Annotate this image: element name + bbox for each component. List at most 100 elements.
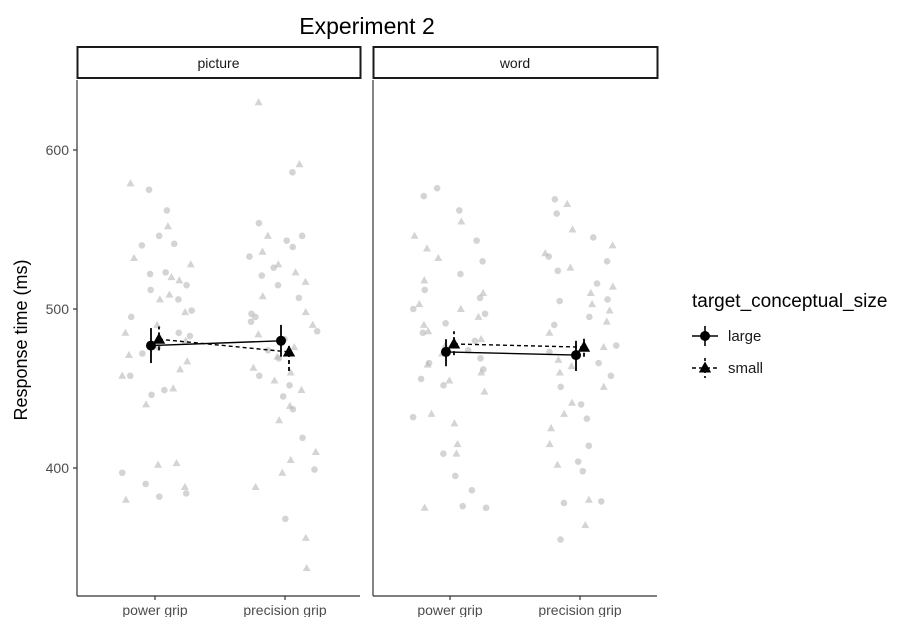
y-tick-label: 500: [46, 301, 70, 317]
raw-point-large: [138, 242, 146, 249]
raw-point-small: [169, 384, 178, 392]
raw-point-large: [550, 321, 558, 329]
raw-point-large: [258, 272, 266, 279]
raw-point-small: [181, 307, 190, 316]
raw-point-large: [586, 313, 593, 321]
mean-point-large: [571, 350, 581, 361]
raw-point-large: [556, 297, 563, 305]
raw-point-small: [311, 447, 320, 456]
raw-point-large: [456, 207, 463, 214]
raw-point-large: [557, 536, 564, 543]
y-axis-label: Response time (ms): [11, 259, 31, 420]
facet-label: picture: [197, 55, 239, 71]
raw-point-large: [457, 270, 464, 278]
x-tick-label: power grip: [417, 602, 483, 617]
raw-point-large: [247, 318, 255, 326]
panels: picture 400 500 600 power grip precision grip…: [46, 46, 659, 617]
raw-point-large: [155, 232, 163, 240]
raw-point-small: [423, 244, 432, 252]
raw-point-small: [275, 416, 284, 424]
raw-point-large: [188, 307, 195, 314]
raw-point-small: [297, 385, 306, 394]
raw-point-small: [258, 247, 267, 255]
raw-point-small: [251, 482, 260, 491]
raw-point-large: [440, 382, 447, 389]
raw-point-large: [607, 372, 615, 380]
raw-point-small: [186, 260, 195, 268]
raw-point-small: [479, 288, 488, 297]
raw-point-small: [453, 439, 462, 448]
raw-point-large: [142, 480, 149, 488]
raw-point-large: [551, 195, 559, 203]
panel-picture: picture 400 500 600 power grip precision grip: [46, 46, 362, 617]
raw-point-small: [155, 295, 164, 303]
raw-point-small: [581, 521, 590, 529]
raw-point-large: [289, 243, 297, 251]
raw-point-large: [118, 469, 126, 477]
raw-point-large: [146, 270, 154, 278]
legend-entry-small: small: [692, 358, 763, 378]
raw-point-small: [423, 360, 432, 368]
raw-point-small: [258, 292, 267, 300]
legend-label: small: [728, 360, 763, 377]
raw-point-small: [584, 495, 593, 503]
facet-strip: [76, 46, 362, 79]
raw-point-large: [162, 269, 169, 276]
raw-point-small: [301, 307, 310, 316]
raw-point-small: [560, 409, 569, 417]
mean-point-small: [577, 340, 591, 352]
raw-point-small: [285, 401, 294, 409]
legend-key-circle: [700, 331, 710, 341]
raw-point-small: [547, 424, 556, 432]
chart-title: Experiment 2: [299, 13, 435, 39]
raw-point-small: [301, 533, 310, 541]
raw-point-small: [567, 362, 576, 370]
mean-line-large: [150, 340, 282, 347]
raw-point-small: [153, 320, 162, 328]
raw-point-small: [555, 368, 564, 376]
raw-point-large: [482, 504, 490, 512]
raw-point-small: [142, 400, 151, 408]
raw-point-small: [254, 330, 263, 338]
raw-point-small: [605, 306, 614, 314]
raw-point-large: [442, 320, 449, 327]
raw-point-large: [409, 413, 417, 421]
raw-point-small: [545, 439, 554, 448]
raw-point-large: [145, 186, 153, 194]
raw-point-small: [474, 312, 483, 320]
raw-point-large: [161, 386, 168, 394]
x-tick-label: precision grip: [538, 602, 621, 617]
mean-point-small: [152, 332, 166, 344]
raw-point-small: [126, 179, 135, 187]
legend-entry-large: large: [692, 326, 761, 346]
raw-point-small: [602, 317, 611, 325]
mean-point-large: [276, 335, 286, 346]
raw-point-large: [479, 258, 486, 265]
raw-point-small: [308, 320, 317, 328]
raw-point-small: [254, 98, 263, 106]
raw-point-small: [450, 419, 459, 427]
raw-point-large: [417, 375, 425, 383]
raw-point-small: [273, 352, 282, 360]
raw-point-small: [456, 304, 465, 312]
y-tick-label: 600: [46, 142, 70, 158]
raw-point-small: [599, 342, 608, 351]
raw-point-small: [130, 253, 139, 262]
raw-point-small: [301, 277, 310, 285]
raw-point-small: [165, 290, 174, 298]
raw-point-small: [291, 268, 300, 276]
raw-point-small: [410, 231, 419, 239]
mean-line-large: [445, 351, 577, 356]
raw-point-large: [183, 281, 190, 289]
raw-point-large: [127, 313, 135, 321]
raw-point-large: [163, 207, 171, 214]
raw-point-large: [476, 294, 484, 302]
panel-word: word power grip precision grip: [372, 46, 659, 617]
mean-line-small: [453, 343, 585, 348]
raw-point-large: [298, 232, 306, 240]
y-tick-label: 400: [46, 460, 70, 476]
raw-point-small: [434, 253, 443, 262]
raw-point-small: [118, 371, 127, 379]
raw-point-large: [139, 350, 146, 357]
